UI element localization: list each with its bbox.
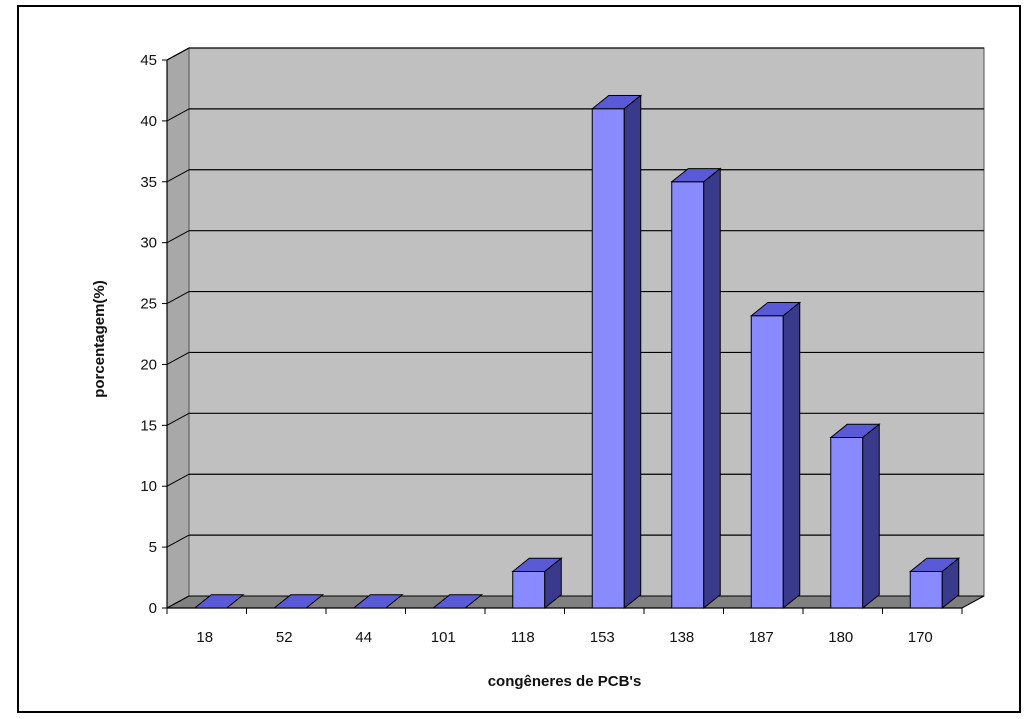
x-tick-label: 101 [431, 629, 456, 646]
bar [513, 571, 545, 608]
y-tick-label: 20 [140, 356, 157, 373]
y-tick-label: 10 [140, 478, 157, 495]
y-tick-label: 0 [149, 600, 157, 617]
y-tick-label: 45 [140, 52, 157, 69]
bar [751, 316, 783, 608]
y-tick-label: 5 [149, 539, 157, 556]
x-tick-label: 153 [590, 629, 615, 646]
y-tick-label: 40 [140, 113, 157, 130]
x-tick-label: 170 [908, 629, 933, 646]
y-tick-label: 25 [140, 296, 157, 313]
x-tick-label: 187 [749, 629, 774, 646]
x-tick-label: 180 [828, 629, 853, 646]
bar [831, 438, 863, 608]
x-tick-label: 138 [669, 629, 694, 646]
y-tick-label: 30 [140, 235, 157, 252]
y-axis-title: porcentagem(%) [91, 280, 108, 398]
bar-side [704, 169, 721, 608]
plot-side-wall [167, 48, 189, 608]
bar [672, 182, 704, 608]
x-axis-title: congêneres de PCB's [488, 673, 642, 690]
x-tick-label: 44 [355, 629, 372, 646]
x-tick-label: 18 [196, 629, 213, 646]
bar-side [783, 303, 800, 608]
y-tick-label: 15 [140, 417, 157, 434]
bar-side [863, 424, 880, 608]
x-tick-label: 52 [276, 629, 293, 646]
bar [592, 109, 624, 608]
bar-side [624, 96, 641, 608]
x-tick-label: 118 [511, 629, 535, 646]
bar [910, 571, 942, 608]
y-tick-label: 35 [140, 174, 157, 191]
